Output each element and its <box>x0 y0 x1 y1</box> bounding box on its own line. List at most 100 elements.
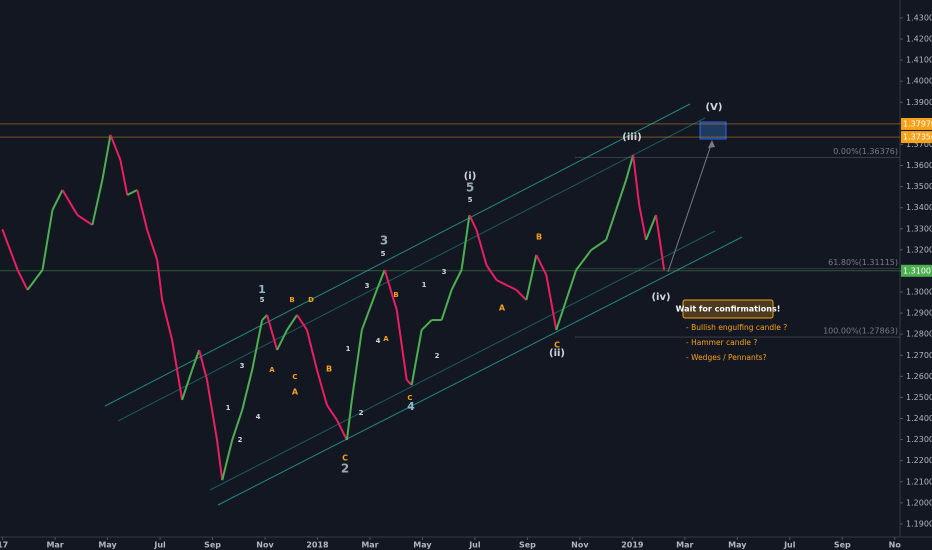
price-segment <box>251 319 264 371</box>
price-segment <box>350 329 363 401</box>
price-segment <box>306 329 318 371</box>
channel-line <box>209 230 716 491</box>
wave-label: (iii) <box>622 132 641 143</box>
price-segment <box>171 339 184 401</box>
projection-arrow <box>667 141 713 273</box>
price-segment <box>632 154 641 206</box>
x-tick-label: May <box>728 541 747 550</box>
price-segment <box>119 159 129 196</box>
y-tick-label: 1.41000 <box>906 56 932 65</box>
x-tick-label: 2019 <box>621 541 644 550</box>
price-segment <box>460 214 471 271</box>
wave-label: A <box>292 388 299 397</box>
price-segment <box>181 369 194 401</box>
y-tick-label: 1.40000 <box>906 77 932 86</box>
y-tick-label: 1.36000 <box>906 161 932 170</box>
price-segment <box>296 314 308 331</box>
price-segment <box>198 349 208 381</box>
price-segment <box>515 289 528 301</box>
price-segment <box>266 314 279 351</box>
y-tick-label: 1.28000 <box>906 330 932 339</box>
wave-label: 2 <box>238 436 243 444</box>
price-badge <box>901 264 932 277</box>
fib-label: 0.00%(1.36376) <box>833 147 898 156</box>
price-segment <box>615 179 628 211</box>
price-segment <box>545 274 558 331</box>
wave-label: A <box>269 366 275 374</box>
price-segment <box>76 214 93 226</box>
price-segment <box>91 179 104 226</box>
price-segment <box>638 204 647 241</box>
x-tick-label: Jul <box>153 541 166 550</box>
price-segment <box>654 214 663 251</box>
y-tick-label: 1.33000 <box>906 224 932 233</box>
price-segment <box>495 279 507 286</box>
price-segment <box>326 404 338 421</box>
wave-label: B <box>326 365 332 374</box>
y-tick-label: 1.32000 <box>906 245 932 254</box>
price-segment <box>555 299 568 331</box>
price-segment <box>216 439 224 481</box>
wave-label: 3 <box>380 234 388 248</box>
wave-label: B <box>393 291 398 299</box>
y-tick-label: 1.39000 <box>906 98 932 107</box>
channel <box>104 103 743 506</box>
price-segment <box>336 419 348 441</box>
y-tick-label: 1.22000 <box>906 456 932 465</box>
price-segment <box>316 369 328 406</box>
price-segment <box>136 189 149 231</box>
wave-label: 1 <box>226 404 231 412</box>
wave-label: 4 <box>256 413 261 421</box>
price-segment <box>41 209 54 271</box>
y-tick-label: 1.30000 <box>906 288 932 297</box>
target-box <box>699 121 727 140</box>
wave-label: C <box>407 394 412 402</box>
channel-line <box>217 236 743 506</box>
y-tick-label: 1.43000 <box>906 13 932 22</box>
price-segment <box>360 289 378 331</box>
price-segment <box>241 369 254 411</box>
x-tick-label: Mar <box>46 541 63 550</box>
wave-label: (i) <box>464 171 477 182</box>
y-tick-label: 1.26000 <box>906 372 932 381</box>
wave-label: B <box>289 296 294 304</box>
price-segment <box>286 314 298 331</box>
wave-label: 5 <box>466 181 474 195</box>
price-segment <box>605 209 618 241</box>
x-tick-label: Mar <box>361 541 378 550</box>
price-badge-label: 1.31007 <box>903 266 932 275</box>
note-item: - Bullish engulfing candle ? <box>686 323 787 332</box>
price-segment <box>410 329 423 386</box>
price-segment <box>126 189 138 196</box>
price-segment <box>383 269 398 311</box>
x-tick-label: Nov <box>571 541 589 550</box>
y-tick-label: 1.25000 <box>906 393 932 402</box>
x-tick-label: No <box>889 541 902 550</box>
wave-label: 2 <box>341 462 349 476</box>
price-segment <box>206 379 218 441</box>
price-segment <box>375 269 386 291</box>
y-tick-label: 1.37000 <box>906 140 932 149</box>
price-segment <box>450 269 463 291</box>
price-start <box>1 229 4 232</box>
price-segment <box>345 399 353 441</box>
price-segment <box>221 439 234 481</box>
wave-label: 1 <box>422 281 427 289</box>
wave-label: (ii) <box>549 348 565 359</box>
price-segment <box>468 214 478 231</box>
price-segment <box>475 229 488 266</box>
x-tick-label: Jul <box>783 541 796 550</box>
wave-label: D <box>308 296 314 304</box>
price-segment <box>525 254 538 301</box>
price-segment <box>156 259 164 301</box>
note-border <box>682 299 774 319</box>
wave-label: 4 <box>376 337 381 345</box>
channel-line <box>104 103 691 407</box>
price-segment <box>161 299 174 341</box>
note-title: Wait for confirmations! <box>676 305 781 314</box>
price-segment <box>590 239 607 251</box>
price-badge-label: 1.37350 <box>903 133 932 142</box>
x-tick-label: May <box>98 541 117 550</box>
